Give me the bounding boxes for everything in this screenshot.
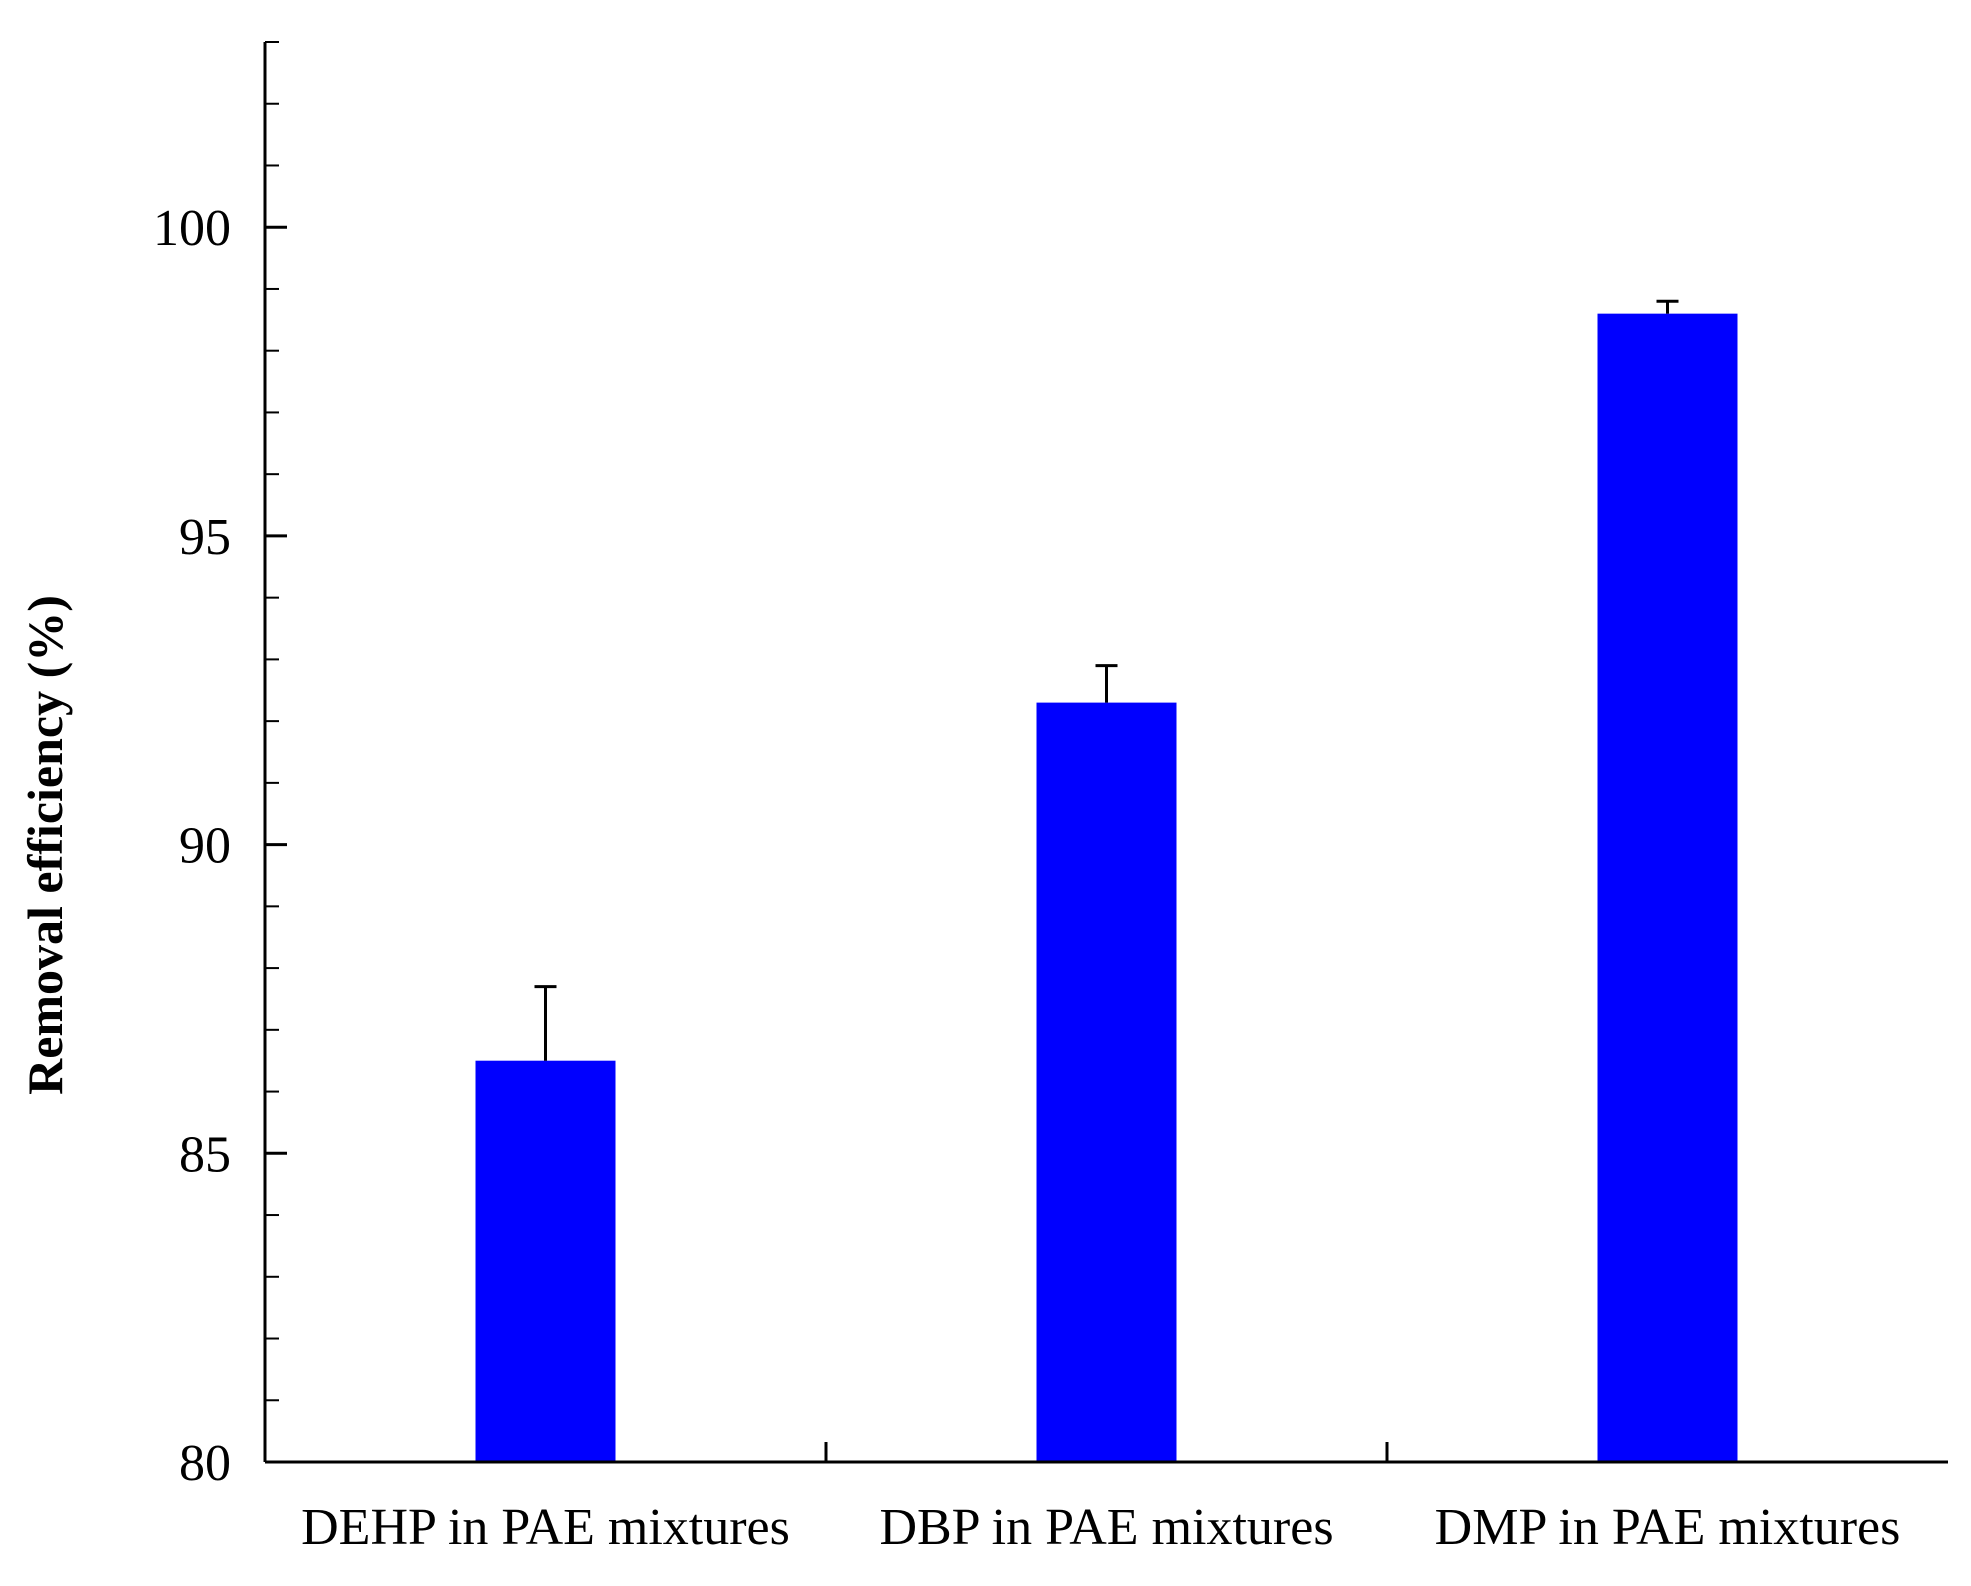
x-category-label: DBP in PAE mixtures xyxy=(879,1499,1333,1556)
bar xyxy=(1597,313,1738,1463)
y-tick-label: 90 xyxy=(179,818,231,875)
bar xyxy=(1036,702,1177,1462)
x-category-label: DEHP in PAE mixtures xyxy=(301,1499,790,1556)
tick-labels: 80 85 90 95 100 DEHP in PAE mixtures DBP in PA… xyxy=(153,200,1900,1556)
error-bars xyxy=(534,299,1679,1061)
x-category-label: DMP in PAE mixtures xyxy=(1435,1499,1901,1556)
axes xyxy=(263,42,1948,1464)
bar xyxy=(475,1060,616,1462)
y-tick-label: 80 xyxy=(179,1435,231,1492)
y-tick-label: 100 xyxy=(153,200,231,257)
y-tick-label: 85 xyxy=(179,1126,231,1183)
y-tick-label: 95 xyxy=(179,509,231,566)
y-axis-title: Removal efficiency (%) xyxy=(17,595,73,1095)
bars xyxy=(475,313,1738,1463)
